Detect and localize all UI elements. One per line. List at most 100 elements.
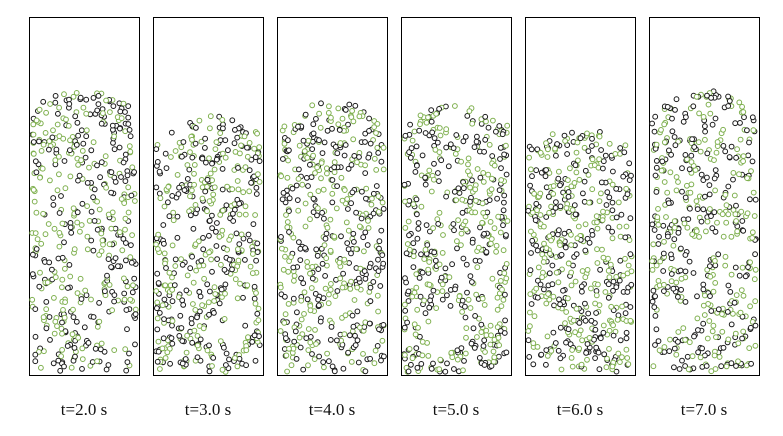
particle — [246, 167, 253, 174]
particle — [59, 330, 65, 337]
particle — [655, 221, 662, 228]
particle — [550, 183, 557, 189]
particle — [304, 264, 311, 270]
particle — [568, 183, 575, 190]
particle — [573, 149, 580, 156]
particle — [628, 268, 635, 275]
particle — [579, 337, 585, 344]
particle — [289, 185, 296, 192]
particle — [414, 364, 421, 371]
particle — [129, 164, 136, 171]
particle — [90, 95, 97, 101]
particle — [121, 290, 128, 297]
particle — [216, 300, 223, 307]
particle — [236, 241, 243, 248]
particle — [552, 340, 559, 346]
particle — [584, 130, 590, 137]
particle — [130, 282, 136, 289]
particle — [698, 218, 705, 225]
particle — [313, 116, 319, 122]
particle — [370, 279, 377, 285]
particle — [50, 360, 57, 367]
particle — [74, 119, 81, 126]
particle — [32, 358, 39, 365]
particle — [682, 252, 689, 258]
particle — [450, 145, 457, 152]
particle — [235, 246, 241, 253]
particle — [253, 257, 260, 264]
particle — [581, 144, 588, 151]
particle — [740, 158, 746, 165]
particle — [118, 196, 125, 202]
particle — [106, 241, 113, 248]
particle — [586, 199, 592, 206]
particle — [315, 266, 322, 273]
particle — [78, 296, 85, 302]
particle — [339, 115, 346, 122]
particle — [747, 303, 753, 310]
particle — [682, 299, 689, 305]
particle — [406, 246, 413, 253]
particle — [294, 197, 301, 204]
particle — [43, 325, 50, 332]
particle — [108, 189, 114, 196]
particle — [419, 352, 426, 359]
particle — [652, 342, 658, 348]
particle — [83, 133, 90, 140]
particle — [192, 307, 199, 313]
particle — [189, 187, 195, 194]
particle — [308, 285, 315, 291]
particle — [328, 114, 334, 121]
particle — [481, 337, 488, 344]
particle — [83, 96, 90, 103]
particle — [322, 235, 329, 242]
particle — [206, 155, 212, 162]
particle — [432, 146, 439, 153]
particle — [584, 267, 591, 273]
particle — [751, 213, 758, 219]
particle — [686, 258, 693, 265]
particle — [615, 199, 622, 206]
particles — [277, 100, 387, 375]
particle — [600, 254, 607, 261]
particle — [236, 200, 243, 207]
particle — [589, 143, 595, 149]
particle — [329, 199, 336, 206]
particle — [156, 190, 163, 197]
particle — [242, 203, 249, 210]
particle — [187, 193, 193, 200]
particle — [40, 98, 47, 105]
particle — [244, 282, 251, 289]
particle — [213, 139, 220, 146]
particle — [205, 299, 212, 306]
particle — [327, 247, 334, 254]
particle — [404, 241, 411, 247]
particle — [474, 133, 480, 140]
particle — [209, 177, 216, 184]
particle — [739, 335, 745, 342]
particle — [324, 224, 331, 231]
particle — [353, 246, 360, 253]
particle — [673, 174, 680, 180]
particle — [742, 273, 749, 280]
particle — [174, 213, 181, 220]
particle — [240, 189, 247, 196]
particle — [189, 154, 196, 161]
particle — [49, 266, 55, 273]
particle — [406, 232, 412, 239]
particle — [664, 189, 671, 196]
particle — [582, 300, 588, 307]
particle — [128, 259, 135, 266]
particle — [679, 188, 685, 195]
particle — [159, 345, 166, 352]
particle — [612, 151, 619, 157]
particle — [219, 227, 226, 234]
particle — [369, 195, 375, 202]
particle — [686, 339, 693, 346]
particle — [659, 158, 666, 165]
particle — [417, 121, 423, 128]
particle — [380, 166, 387, 173]
particle — [588, 317, 595, 324]
particle — [561, 132, 568, 139]
particle — [609, 207, 616, 214]
